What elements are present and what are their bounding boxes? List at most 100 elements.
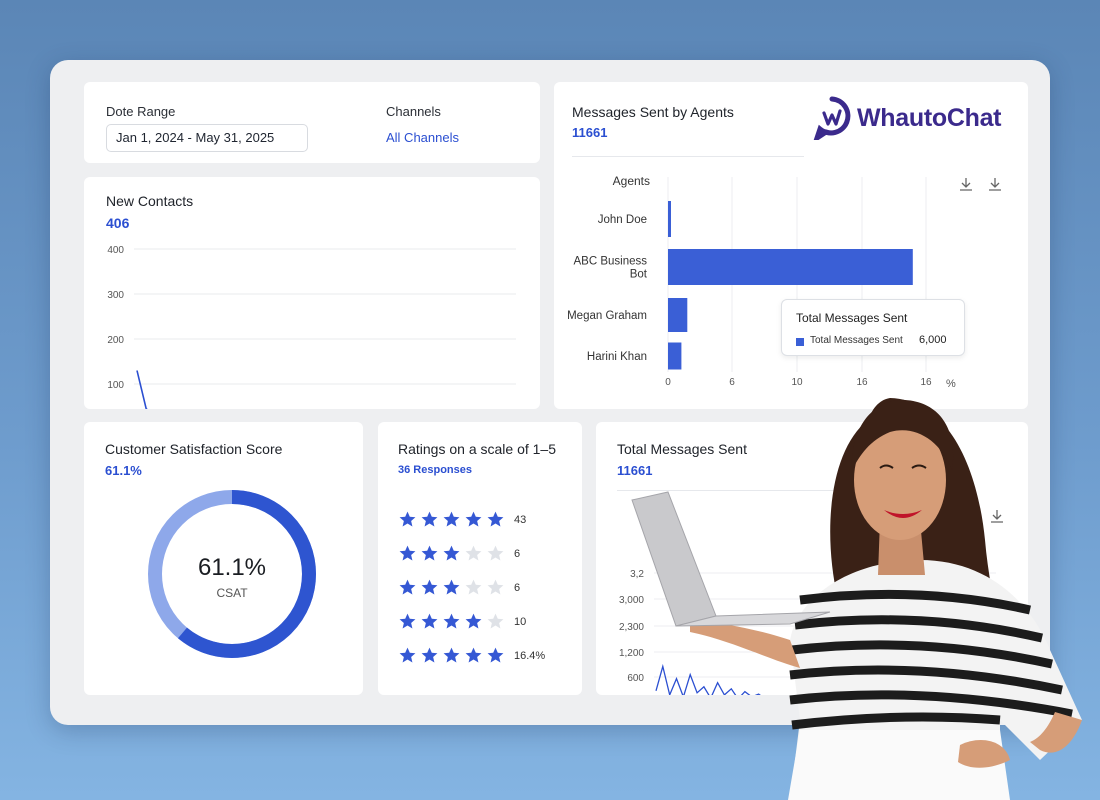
brand-logo-icon [813,96,851,140]
download-icon[interactable] [987,176,1003,192]
y-tick-label: 1,200 [619,648,644,659]
star-icon [443,579,460,595]
star-icon [399,579,416,595]
tooltip-series: Total Messages Sent [810,335,903,346]
star-icon [399,647,416,663]
total-messages-line [655,663,761,695]
star-icon [421,545,438,561]
rating-count: 6 [514,547,521,560]
rating-row: 16.4% [398,646,545,665]
date-range-label: Dote Range [106,104,176,119]
agent-label: ABC Business [573,256,647,268]
x-tick-label: 10 [791,377,803,388]
total-messages-title: Total Messages Sent [617,441,747,457]
star-icon [421,579,438,595]
csat-center-value: 61.1% [198,554,266,581]
ratings-subtitle: 36 Responses [398,464,472,476]
total-messages-card: Total Messages Sent 11661 3,2 3,000 2,300 1… [596,422,1028,695]
new-contacts-card: New Contacts 406 4003002001000 Sep 2024J… [84,177,540,409]
y-tick-label: 600 [627,673,644,684]
y-tick-label: 2,300 [619,622,644,633]
star-icon [443,545,460,561]
star-icon [399,511,416,527]
star-icon [465,511,482,527]
csat-value: 61.1% [105,463,142,478]
rating-count: 43 [514,513,527,526]
y-tick-label: 3,2 [630,569,644,580]
total-messages-value: 11661 [617,463,653,478]
csat-card: Customer Satisfaction Score 61.1% 61.1% … [84,422,363,695]
x-tick-label: 6 [729,377,735,388]
star-icon [421,647,438,663]
y-tick-label: 400 [107,245,124,256]
star-icon [465,545,482,561]
agent-bar [668,298,688,332]
star-icon [399,545,416,561]
agents-value: 11661 [572,125,608,140]
new-contacts-title: New Contacts [106,193,194,209]
agent-label: Bot [630,269,648,281]
y-tick-label: 3,000 [619,595,644,606]
agents-title: Messages Sent by Agents [572,104,734,120]
star-icon [487,545,504,561]
agents-axis-title: Agents [613,174,650,188]
star-icon [465,647,482,663]
brand-logo: WhautoChat [812,96,1002,140]
agent-label: John Doe [598,214,647,226]
rating-count: 6 [514,581,521,594]
star-icon [421,613,438,629]
presenter-skirt [788,730,1010,800]
new-contacts-chart: 4003002001000 Sep 2024Jan 21Jun 31Apr. 2… [107,245,516,409]
agents-divider [572,156,804,157]
agents-x-unit: % [946,378,956,390]
x-tick-label: 0 [665,377,671,388]
dashboard-frame: Dote Range Jan 1, 2024 - May 31, 2025 Ch… [50,60,1050,725]
csat-donut-chart: 61.1% CSAT [148,490,316,658]
download-icon[interactable] [958,176,974,192]
star-icon [443,511,460,527]
tooltip-swatch [796,338,804,346]
rating-row: 43 [398,510,526,529]
star-icon [487,579,504,595]
rating-row: 6 [398,578,520,597]
csat-center-label: CSAT [216,586,248,600]
star-icon [465,613,482,629]
download-icon[interactable] [960,508,976,524]
tooltip-value: 6,000 [919,334,947,346]
agent-label: Megan Graham [567,310,647,322]
rating-count: 10 [514,615,527,628]
star-icon [487,613,504,629]
y-tick-label: 100 [107,380,124,391]
star-icon [465,579,482,595]
y-tick-label: 200 [107,335,124,346]
date-range-picker[interactable]: Jan 1, 2024 - May 31, 2025 [106,124,308,152]
star-icon [487,647,504,663]
ratings-title: Ratings on a scale of 1–5 [398,441,556,457]
star-icon [421,511,438,527]
brand-name: WhautoChat [857,103,1002,132]
agent-bar [668,249,913,285]
agents-tooltip: Total Messages Sent Total Messages Sent … [781,299,965,356]
tooltip-title: Total Messages Sent [796,311,908,325]
total-messages-divider [617,490,857,491]
x-tick-label: 16 [920,377,932,388]
channels-label: Channels [386,104,441,119]
star-icon [443,647,460,663]
rating-row: 10 [398,612,526,631]
rating-row: 6 [398,544,520,563]
agents-card: Messages Sent by Agents 11661 WhautoChat… [554,82,1028,409]
rating-count: 16.4% [514,649,546,662]
y-tick-label: 300 [107,290,124,301]
presenter-hand-2 [958,740,1010,768]
agent-label: Harini Khan [587,351,647,363]
star-icon [399,613,416,629]
channels-select[interactable]: All Channels [386,130,459,145]
csat-donut-arc [148,490,316,658]
date-range-value: Jan 1, 2024 - May 31, 2025 [116,130,275,145]
agent-bar [668,342,682,370]
star-icon [487,511,504,527]
x-tick-label: 16 [856,377,868,388]
ratings-card: Ratings on a scale of 1–5 36 Responses 4… [378,422,582,695]
download-icon[interactable] [989,508,1005,524]
star-icon [443,613,460,629]
